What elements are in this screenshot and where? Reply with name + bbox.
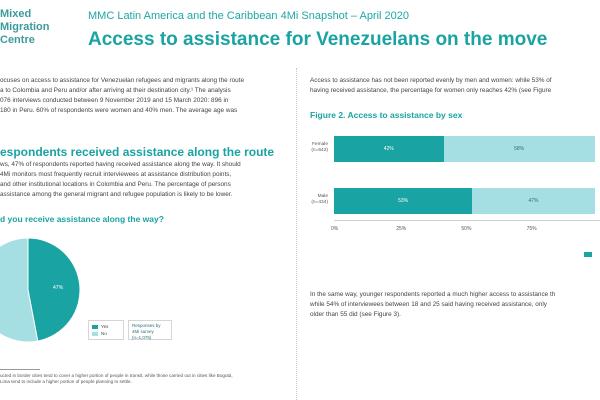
logo-line-1: Mixed: [0, 8, 32, 20]
bar-x-tick: 75%: [526, 226, 537, 232]
responses-note: Responses by 4Mi survey (n=1,076): [128, 320, 172, 340]
pie-slice-no: [0, 237, 39, 343]
text-line: a to Colombia and Peru and/or after arri…: [0, 87, 231, 94]
mmc-logo: Mixed Migration Centre: [0, 8, 80, 47]
text-line: and other institutional locations in Col…: [0, 181, 231, 188]
bar-category-label: Male (n=434): [311, 194, 328, 205]
bar-x-tick: 50%: [461, 226, 472, 232]
text-line: having received assistance, the percenta…: [310, 87, 552, 94]
bar-segment-yes: 53%: [334, 188, 473, 214]
text-line: 180 in Peru. 60% of respondents were wom…: [0, 107, 238, 114]
legend-swatch-yes: [92, 324, 98, 329]
bar-segment-yes: 42%: [334, 136, 444, 162]
left-section-paragraph: ws, 47% of respondents reported having r…: [0, 160, 300, 200]
bar-x-tick: 0%: [331, 226, 339, 232]
text-line: ws, 47% of respondents reported having r…: [0, 161, 241, 168]
right-after-paragraph: In the same way, younger respondents rep…: [310, 290, 600, 320]
legend-swatch-no: [92, 331, 98, 336]
legend-label-yes: Yes: [101, 324, 109, 329]
footnote: ucted in border cities tend to cover a h…: [0, 373, 290, 385]
bar-category-label: Female (n=642): [311, 142, 328, 153]
text-line: 4Mi monitors most frequently recruit int…: [0, 171, 232, 178]
legend-item-yes: Yes: [92, 324, 108, 329]
logo-line-3: Centre: [0, 34, 35, 46]
text-line: older than 55 did (see Figure 3).: [310, 311, 401, 318]
bar-x-axis: [334, 220, 600, 221]
legend-label-no: No: [101, 331, 107, 336]
bar-segment-no: 58%: [443, 136, 595, 162]
pie-slice-yes: [27, 237, 81, 342]
left-intro-paragraph: ocuses on access to assistance for Venez…: [0, 76, 300, 116]
snapshot-subtitle: MMC Latin America and the Caribbean 4Mi …: [88, 10, 410, 22]
text-line: 076 interviews conducted between 9 Novem…: [0, 97, 229, 104]
legend-item-no: No: [92, 331, 107, 336]
page-title: Access to assistance for Venezuelans on …: [88, 29, 548, 50]
text-line: assistance among the general migrant and…: [0, 191, 233, 198]
assistance-pie-chart: 47%: [0, 237, 81, 343]
logo-line-2: Migration: [0, 21, 50, 33]
figure1-question: d you receive assistance along the way?: [0, 214, 164, 224]
footnote-line: Lima tend to include a higher portion of…: [0, 379, 132, 384]
pie-legend: [88, 320, 124, 340]
column-divider: [296, 68, 297, 400]
right-intro-paragraph: Access to assistance has not been report…: [310, 76, 600, 96]
text-line: while 54% of interviewees between 18 and…: [310, 301, 547, 308]
footnote-rule: [0, 369, 40, 370]
section-heading: espondents received assistance along the…: [0, 145, 275, 159]
footnote-line: ucted in border cities tend to cover a h…: [0, 373, 233, 378]
bar-segment-no: 47%: [472, 188, 595, 214]
pie-data-label: 47%: [53, 285, 64, 291]
text-line: ocuses on access to assistance for Venez…: [0, 77, 245, 84]
text-line: In the same way, younger respondents rep…: [310, 291, 556, 298]
figure2-legend-swatch-yes: [584, 252, 592, 257]
text-line: Access to assistance has not been report…: [310, 77, 552, 84]
figure2-title: Figure 2. Access to assistance by sex: [310, 110, 463, 120]
bar-x-tick: 25%: [396, 226, 407, 232]
